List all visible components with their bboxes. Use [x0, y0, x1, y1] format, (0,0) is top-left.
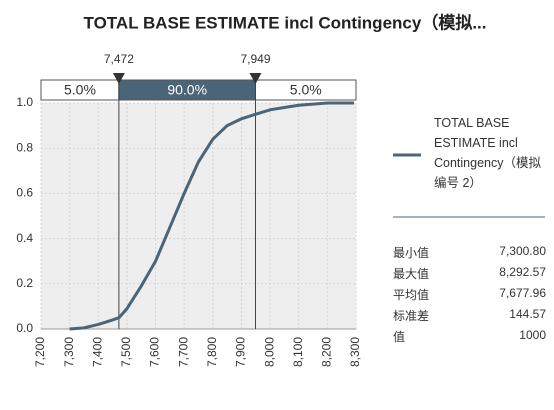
- stat-label: 最小值: [393, 246, 430, 260]
- band-label: 90.0%: [167, 82, 207, 98]
- y-tick-label: 0.2: [16, 276, 33, 290]
- stat-value: 1000: [519, 328, 546, 342]
- x-tick-label: 8,200: [320, 337, 334, 367]
- legend-entry: TOTAL BASE ESTIMATE incl Contingency（模拟编…: [434, 116, 541, 190]
- marker-label: 7,472: [104, 52, 134, 66]
- stat-label: 值: [393, 330, 406, 344]
- marker-triangle: [112, 73, 125, 84]
- y-tick-label: 1.0: [16, 95, 33, 109]
- stat-value: 7,300.80: [499, 244, 546, 258]
- marker-label: 7,949: [240, 52, 270, 66]
- x-tick-label: 7,700: [176, 337, 190, 367]
- y-tick-label: 0.8: [16, 140, 33, 154]
- x-tick-label: 7,800: [205, 337, 219, 367]
- x-tick-label: 7,600: [148, 337, 162, 367]
- x-tick-label: 7,500: [119, 337, 133, 367]
- y-tick-label: 0.4: [16, 231, 33, 245]
- x-tick-label: 7,400: [90, 337, 104, 367]
- cdf-line: [69, 101, 354, 331]
- band-label: 5.0%: [64, 82, 96, 98]
- stat-value: 144.57: [509, 307, 546, 321]
- stat-label: 平均值: [393, 288, 430, 302]
- marker-triangle: [249, 73, 262, 84]
- x-tick-label: 8,300: [348, 337, 362, 367]
- stat-value: 8,292.57: [499, 265, 546, 279]
- y-tick-label: 0.6: [16, 186, 33, 200]
- x-tick-label: 7,900: [234, 337, 248, 367]
- stat-value: 7,677.96: [499, 286, 546, 300]
- x-tick-label: 8,100: [291, 337, 305, 367]
- x-tick-label: 7,300: [62, 337, 76, 367]
- stat-label: 最大值: [393, 267, 430, 281]
- band-label: 5.0%: [290, 82, 322, 98]
- plot-area: [41, 103, 356, 329]
- y-tick-label: 0.0: [16, 321, 33, 335]
- x-tick-label: 7,200: [33, 337, 47, 367]
- chart-title: TOTAL BASE ESTIMATE incl Contingency（模拟.…: [84, 12, 487, 32]
- stat-label: 标准差: [393, 309, 430, 323]
- x-tick-label: 8,000: [262, 337, 276, 367]
